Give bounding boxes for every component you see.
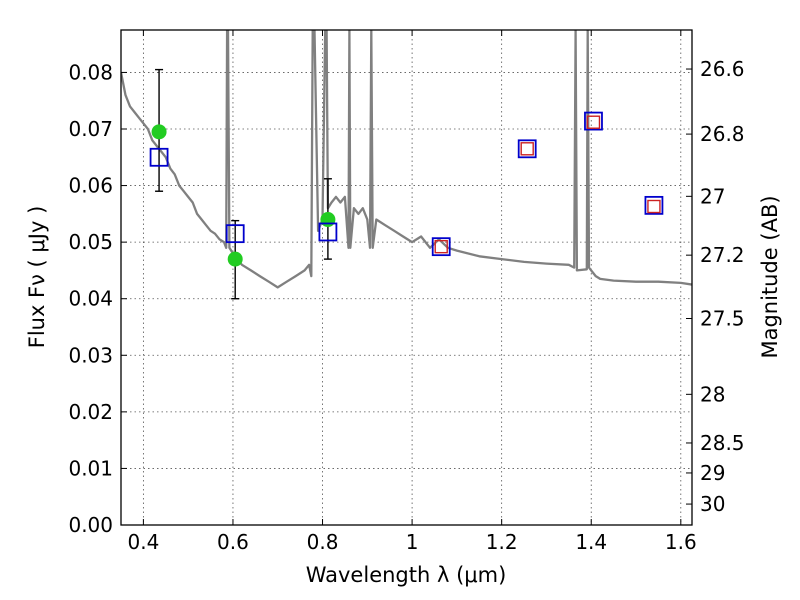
model-flux-square <box>318 222 338 242</box>
y-tick-label: 0.07 <box>68 117 113 141</box>
y-tick-label: 0.01 <box>68 456 113 480</box>
right-tick-label: 26.8 <box>700 122 745 146</box>
x-tick-label: 1 <box>406 530 419 554</box>
model-flux-square <box>149 147 169 167</box>
x-tick-label: 1.2 <box>486 530 518 554</box>
right-axis-title: Magnitude (AB) <box>758 195 782 358</box>
right-tick-label: 28.5 <box>700 431 745 455</box>
series-layer <box>121 30 692 300</box>
y-tick-label: 0.02 <box>68 400 113 424</box>
x-tick-label: 0.6 <box>217 530 249 554</box>
y-tick-label: 0.03 <box>68 343 113 367</box>
plot-frame <box>120 29 693 526</box>
y-tick-label: 0.05 <box>68 230 113 254</box>
y-tick-label: 0.08 <box>68 60 113 84</box>
observed-flux-point <box>151 124 167 140</box>
predicted-flux-square <box>520 142 534 156</box>
model-flux-square <box>517 139 537 159</box>
right-tick-label: 30 <box>700 492 725 516</box>
y-axis-title: Flux Fν ( μJy ) <box>25 206 49 349</box>
y-tick-label: 0.00 <box>68 513 113 537</box>
plot-area <box>121 30 692 525</box>
x-axis-title: Wavelength λ (μm) <box>306 563 507 587</box>
x-tick-label: 0.8 <box>307 530 339 554</box>
model-spectrum-line <box>121 30 692 289</box>
right-tick-label: 27 <box>700 184 725 208</box>
y-tick-label: 0.06 <box>68 174 113 198</box>
right-tick-label: 27.2 <box>700 243 745 267</box>
x-tick-label: 0.4 <box>127 530 159 554</box>
model-flux-square <box>584 111 603 131</box>
model-flux-square <box>225 224 245 244</box>
model-flux-square <box>644 195 664 215</box>
right-tick-label: 26.6 <box>700 57 745 81</box>
predicted-flux-square <box>434 239 448 254</box>
grid-lines <box>121 30 692 525</box>
x-tick-label: 1.4 <box>575 530 607 554</box>
predicted-flux-square <box>586 115 601 129</box>
model-flux-square <box>431 237 451 257</box>
y-tick-label: 0.04 <box>68 287 113 311</box>
x-tick-label: 1.6 <box>665 530 697 554</box>
right-tick-label: 29 <box>700 461 725 485</box>
right-tick-label: 27.5 <box>700 307 745 331</box>
observed-flux-point <box>320 212 336 228</box>
observed-flux-point <box>227 251 243 267</box>
tick-layer: 0.4 0.6 0.8 1 1.2 1.4 1.6 0.00 0.01 0.02 0.03 0.04 0… <box>68 30 745 554</box>
right-tick-label: 28 <box>700 382 725 406</box>
predicted-flux-square <box>647 199 661 214</box>
